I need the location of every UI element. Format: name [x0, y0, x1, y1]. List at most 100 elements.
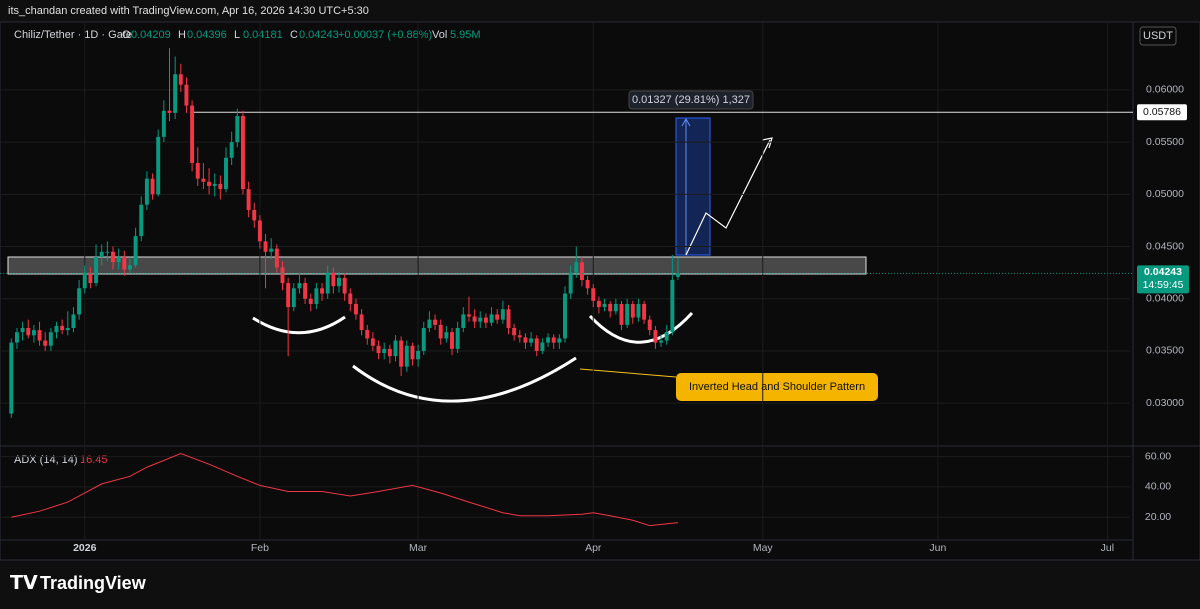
- candle-body: [229, 142, 234, 158]
- y-tick-label: 0.04000: [1146, 293, 1184, 305]
- candle-body: [404, 345, 409, 367]
- ohlc-key: H: [178, 29, 186, 41]
- candle-body: [489, 314, 494, 323]
- candle-body: [596, 300, 601, 308]
- candle-body: [48, 332, 53, 346]
- vol-value: 5.95M: [450, 29, 481, 41]
- candle-body: [393, 340, 398, 357]
- x-tick-label: Jul: [1101, 542, 1114, 554]
- x-tick-label: Mar: [409, 542, 428, 554]
- candle-body: [325, 272, 330, 294]
- candle-body: [314, 288, 319, 304]
- candle-body: [512, 327, 517, 336]
- candle-body: [82, 272, 87, 289]
- candle-body: [636, 303, 641, 318]
- candle-body: [274, 248, 279, 268]
- candle-body: [257, 220, 262, 242]
- x-tick-label: Jun: [929, 542, 946, 554]
- candle-body: [585, 279, 590, 289]
- currency-button[interactable]: [1139, 26, 1177, 46]
- candle-body: [602, 303, 607, 308]
- candle-body: [190, 105, 195, 163]
- candle-body: [99, 251, 104, 257]
- y-tick-label: 0.03000: [1146, 397, 1184, 409]
- candle-body: [94, 256, 99, 284]
- candle-body: [506, 309, 511, 328]
- candle-body: [500, 309, 505, 320]
- adx-value: 16.45: [80, 454, 108, 466]
- candle-body: [240, 115, 245, 190]
- candle-body: [625, 303, 630, 325]
- candle-body: [433, 319, 438, 325]
- candle-body: [353, 303, 358, 315]
- candle-body: [156, 136, 161, 195]
- ohlc-legend: O 0.04209 H 0.04396 L 0.04181 C 0.04243 +0.00037…: [122, 29, 481, 41]
- candle-body: [252, 209, 257, 221]
- adx-tick-label: 40.00: [1145, 481, 1171, 493]
- candle-body: [122, 256, 127, 270]
- candle-body: [608, 303, 613, 312]
- candle-body: [26, 327, 31, 336]
- last-price-tag: [1137, 265, 1189, 294]
- candle-body: [105, 251, 110, 253]
- candle-body: [382, 348, 387, 354]
- y-tick-label: 0.04500: [1146, 240, 1184, 252]
- ohlc-value: 0.04396: [187, 29, 227, 41]
- candle-body: [410, 345, 415, 360]
- callout-line: [579, 368, 677, 378]
- candle-body: [534, 338, 539, 351]
- measure-label-box: [628, 90, 754, 110]
- ohlc-value: 0.04181: [243, 29, 283, 41]
- candle-body: [173, 74, 178, 113]
- y-tick-label: 0.05000: [1146, 188, 1184, 200]
- candle-body: [133, 236, 138, 266]
- candle-body: [495, 314, 500, 320]
- candle-body: [359, 314, 364, 331]
- candle-body: [478, 317, 483, 322]
- candle-body: [178, 74, 183, 85]
- candle-body: [348, 293, 353, 304]
- adx-tick-label: 60.00: [1145, 450, 1171, 462]
- candle-body: [269, 248, 274, 252]
- candle-body: [31, 330, 36, 336]
- candle-body: [320, 288, 325, 294]
- ohlc-key: C: [290, 29, 298, 41]
- measure-arrow-head: [681, 117, 691, 127]
- measure-label: 0.01327 (29.81%) 1,327: [632, 94, 750, 106]
- candle-body: [291, 288, 296, 308]
- projection-path: [685, 139, 771, 256]
- header: its_chandan created with TradingView.com…: [8, 5, 369, 17]
- candle-body: [224, 157, 228, 190]
- candle-body: [427, 319, 432, 328]
- candle-body: [150, 178, 155, 195]
- candle-body: [416, 350, 421, 360]
- candle-body: [88, 272, 93, 284]
- callout: Inverted Head and Shoulder Pattern: [689, 381, 865, 393]
- x-tick-label: Apr: [585, 542, 602, 554]
- currency[interactable]: USDT: [1143, 30, 1173, 42]
- candle-body: [579, 262, 584, 280]
- candle-body: [14, 332, 19, 343]
- x-tick-label: 2026: [73, 542, 97, 554]
- candle-body: [557, 338, 562, 343]
- candle-body: [421, 327, 426, 351]
- candle-body: [483, 317, 488, 323]
- candle-body: [517, 335, 522, 338]
- candle-body: [111, 251, 115, 263]
- x-tick-label: Feb: [251, 542, 269, 554]
- candle-body: [331, 272, 336, 287]
- candle-body: [676, 273, 680, 277]
- candle-body: [246, 189, 251, 210]
- candle-body: [551, 337, 556, 343]
- change: +0.00037 (+0.88%): [338, 29, 432, 41]
- candle-body: [286, 283, 291, 308]
- candle-body: [297, 283, 302, 289]
- countdown: 14:59:45: [1143, 279, 1184, 291]
- candle-body: [450, 332, 454, 349]
- candle-body: [161, 110, 166, 137]
- vol-key: Vol: [432, 29, 447, 41]
- y-tick-label: 0.05500: [1146, 136, 1184, 148]
- candle-body: [540, 342, 545, 351]
- candle-body: [9, 342, 14, 414]
